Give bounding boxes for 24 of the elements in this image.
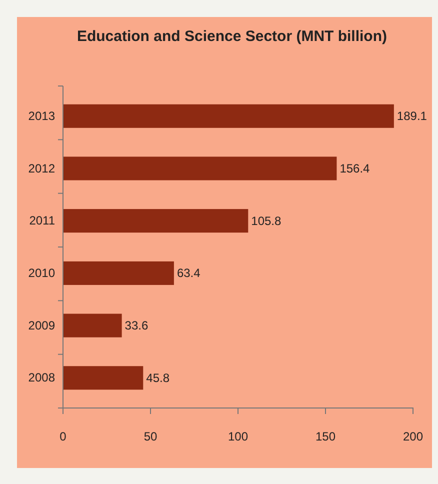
y-tick-label: 2009 [28, 318, 56, 332]
y-tick-label: 2008 [28, 370, 56, 385]
data-label: 105.8 [251, 214, 282, 228]
x-tick-label: 0 [60, 430, 67, 444]
data-label: 45.8 [146, 370, 170, 385]
y-tick-label: 2012 [28, 161, 56, 176]
y-tick-label: 2010 [28, 266, 56, 280]
bar [63, 314, 122, 338]
x-tick-label: 150 [315, 430, 336, 444]
bar [63, 104, 394, 128]
chart-title: Education and Science Sector (MNT billion) [76, 28, 388, 45]
y-tick-label: 2013 [28, 108, 56, 123]
data-label: 63.4 [176, 266, 201, 280]
x-tick-label: 100 [228, 430, 248, 444]
bar [63, 156, 337, 180]
data-label: 33.6 [124, 318, 148, 333]
bar [63, 366, 144, 390]
bar [63, 261, 174, 285]
y-tick-label: 2011 [29, 214, 56, 228]
x-tick-label: 200 [402, 430, 424, 444]
x-tick-label: 50 [144, 430, 158, 444]
data-label: 156.4 [340, 161, 370, 176]
bar [63, 209, 248, 233]
data-label: 189.1 [396, 109, 428, 124]
